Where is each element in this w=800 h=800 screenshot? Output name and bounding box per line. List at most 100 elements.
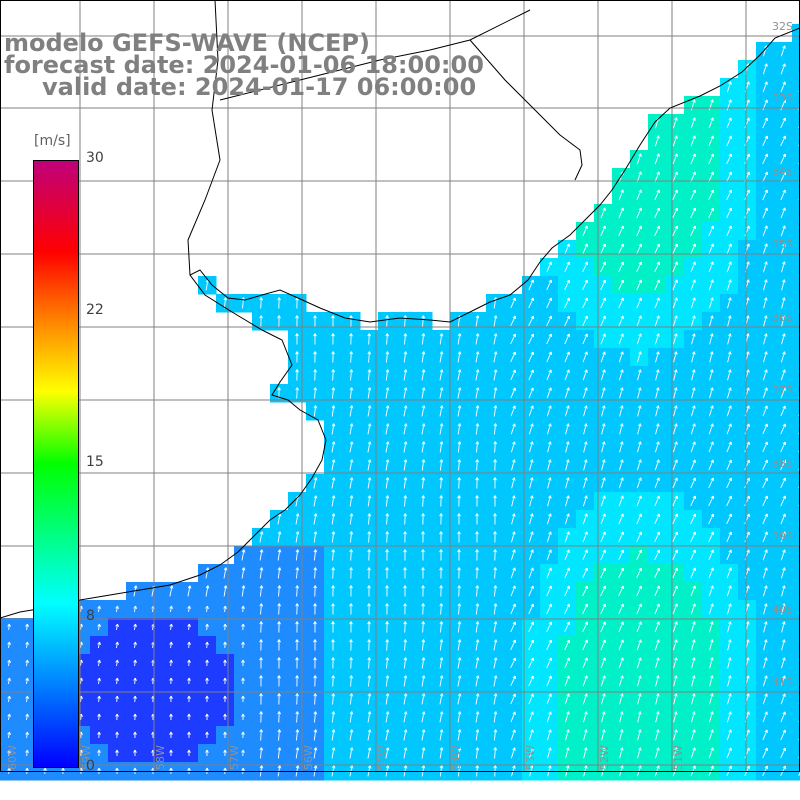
- wind-arrow: [565, 477, 570, 489]
- wind-speed-cell: [792, 708, 800, 727]
- wind-arrow: [259, 747, 264, 759]
- wind-arrow: [601, 459, 606, 471]
- wind-arrow: [475, 729, 480, 741]
- wind-arrow: [277, 729, 282, 741]
- wind-arrow: [331, 603, 335, 615]
- colorbar-tick-22: 22: [86, 302, 104, 318]
- wind-arrow: [510, 711, 516, 723]
- wind-arrow: [493, 747, 498, 759]
- wind-arrow: [618, 315, 624, 327]
- wind-arrow: [600, 675, 606, 687]
- wind-arrow: [421, 549, 425, 561]
- wind-arrow: [726, 117, 732, 129]
- latitude-label: 40S: [772, 603, 793, 616]
- wind-arrow: [313, 549, 318, 561]
- wind-arrow: [655, 729, 660, 741]
- wind-arrow: [493, 423, 498, 435]
- wind-arrow: [582, 531, 588, 543]
- wind-arrow: [223, 605, 227, 613]
- wind-arrow: [564, 513, 570, 525]
- wind-arrow: [241, 695, 245, 703]
- wind-arrow: [564, 387, 570, 399]
- wind-arrow: [169, 713, 173, 721]
- wind-arrow: [510, 387, 516, 399]
- wind-arrow: [547, 495, 552, 507]
- wind-arrow: [385, 693, 390, 705]
- wind-arrow: [205, 567, 210, 579]
- wind-arrow: [726, 189, 732, 201]
- wind-arrow: [510, 693, 516, 705]
- wind-arrow: [654, 225, 660, 237]
- wind-arrow: [510, 729, 516, 741]
- wind-arrow: [493, 459, 497, 471]
- wind-arrow: [313, 333, 317, 345]
- wind-speed-cell: [792, 528, 800, 547]
- wind-arrow: [708, 243, 714, 255]
- wind-arrow: [133, 749, 137, 757]
- wind-arrow: [781, 279, 786, 291]
- wind-arrow: [367, 603, 371, 615]
- wind-arrow: [475, 711, 480, 723]
- wind-arrow: [277, 567, 282, 579]
- wind-arrow: [457, 693, 462, 705]
- wind-arrow: [349, 621, 353, 633]
- wind-arrow: [762, 693, 768, 705]
- wind-arrow: [762, 549, 768, 561]
- wind-arrow: [510, 369, 516, 381]
- wind-arrow: [780, 63, 786, 75]
- wind-arrow: [763, 657, 768, 669]
- wind-arrow: [133, 731, 137, 739]
- wind-arrow: [7, 695, 11, 703]
- wind-arrow: [457, 369, 462, 381]
- wind-arrow: [187, 605, 191, 613]
- wind-arrow: [690, 117, 696, 129]
- wind-arrow: [780, 135, 786, 147]
- wind-arrow: [421, 711, 426, 723]
- wind-arrow: [259, 531, 264, 543]
- wind-arrow: [546, 621, 552, 633]
- wind-arrow: [546, 369, 552, 381]
- wind-speed-cell: [792, 618, 800, 637]
- wind-arrow: [385, 711, 390, 723]
- wind-arrow: [169, 749, 173, 757]
- wind-speed-cell: [792, 744, 800, 763]
- wind-arrow: [313, 675, 317, 687]
- wind-arrow: [493, 711, 498, 723]
- wind-arrow: [708, 171, 714, 183]
- wind-arrow: [313, 477, 318, 489]
- wind-arrow: [259, 297, 264, 309]
- wind-arrow: [493, 729, 498, 741]
- wind-arrow: [636, 171, 642, 183]
- wind-speed-cell: [792, 258, 800, 277]
- latitude-label: 41S: [772, 676, 793, 689]
- wind-arrow: [762, 63, 768, 75]
- wind-arrow: [367, 639, 371, 651]
- wind-arrow: [708, 603, 714, 615]
- wind-speed-cell: [792, 186, 800, 205]
- wind-arrow: [654, 531, 660, 543]
- wind-arrow: [223, 695, 227, 703]
- wind-arrow: [367, 441, 372, 453]
- wind-arrow: [295, 675, 299, 687]
- wind-arrow: [780, 207, 786, 219]
- wind-arrow: [582, 675, 588, 687]
- wind-arrow: [636, 297, 642, 309]
- wind-arrow: [493, 477, 497, 489]
- wind-arrow: [313, 657, 317, 669]
- wind-arrow: [691, 369, 696, 381]
- wind-arrow: [510, 549, 516, 561]
- wind-arrow: [385, 729, 390, 741]
- wind-arrow: [25, 641, 29, 649]
- wind-arrow: [655, 747, 660, 759]
- wind-arrow: [349, 513, 354, 525]
- wind-arrow: [546, 603, 552, 615]
- wind-arrow: [564, 279, 570, 291]
- wind-arrow: [349, 603, 353, 615]
- longitude-label: 60W: [6, 745, 19, 770]
- wind-arrow: [636, 189, 642, 201]
- wind-arrow: [762, 729, 768, 741]
- wind-arrow: [655, 369, 660, 381]
- wind-arrow: [690, 513, 696, 525]
- wind-arrow: [421, 315, 426, 327]
- wind-arrow: [637, 729, 642, 741]
